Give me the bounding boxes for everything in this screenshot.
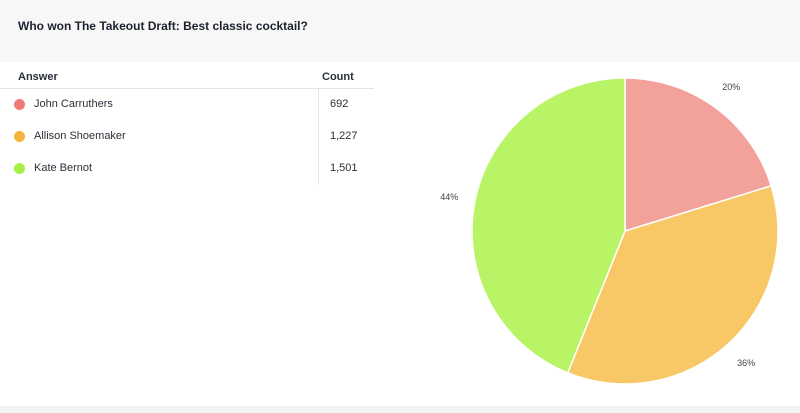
table-row: Allison Shoemaker 1,227: [0, 121, 374, 153]
legend-dot: [14, 131, 25, 142]
answer-count: 1,501: [330, 162, 358, 174]
pie-slice[interactable]: [471, 77, 626, 374]
table-row: John Carruthers 692: [0, 89, 374, 121]
answer-count: 692: [330, 98, 349, 110]
legend-dot: [14, 99, 25, 110]
pie-chart: 20% 36% 44%: [440, 77, 779, 385]
answer-label: John Carruthers: [34, 98, 113, 110]
answer-label: Kate Bernot: [34, 162, 93, 174]
slice-percent-label: 44%: [440, 192, 458, 202]
header-divider: [0, 88, 374, 89]
slice-percent-label: 36%: [737, 358, 755, 368]
column-divider: [318, 89, 319, 185]
pie-slice[interactable]: [624, 77, 773, 233]
pie-slices: [471, 77, 779, 385]
answer-label: Allison Shoemaker: [34, 130, 126, 142]
answer-count: 1,227: [330, 130, 358, 142]
table-row: Kate Bernot 1,501: [0, 153, 374, 185]
slice-percent-label: 20%: [722, 82, 740, 92]
pie-labels: 20% 36% 44%: [440, 82, 755, 368]
pie-slice[interactable]: [566, 184, 779, 385]
footer-strip: [0, 406, 800, 413]
poll-header: Who won The Takeout Draft: Best classic …: [0, 0, 800, 62]
legend-dot: [14, 163, 25, 174]
column-header-count: Count: [322, 71, 354, 83]
column-header-answer: Answer: [18, 71, 58, 83]
poll-title: Who won The Takeout Draft: Best classic …: [18, 19, 308, 33]
